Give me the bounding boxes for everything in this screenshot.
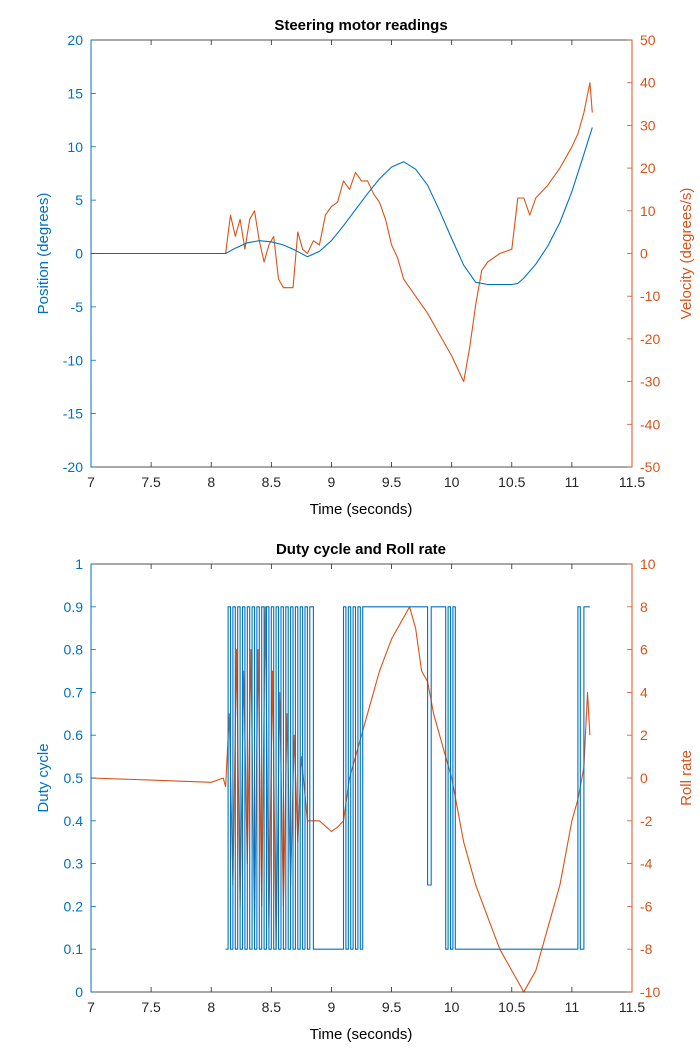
- series-line-left-axis: [225, 606, 590, 950]
- y-tick-label-left: 0.6: [64, 727, 84, 743]
- x-tick-label: 8.5: [262, 474, 282, 490]
- x-tick-label: 11.5: [619, 474, 645, 490]
- y-axis-label-right: Velocity (degrees/s): [678, 188, 695, 320]
- y-tick-label-left: 1: [75, 556, 83, 572]
- y-tick-label-right: -30: [640, 374, 660, 390]
- y-tick-label-left: 15: [67, 85, 83, 101]
- chart-title: Steering motor readings: [274, 17, 447, 34]
- y-tick-label-right: -20: [640, 331, 660, 347]
- x-tick-label: 9.5: [382, 474, 402, 490]
- y-tick-label-left: 0.7: [64, 684, 84, 700]
- y-tick-label-left: 0.5: [64, 770, 84, 786]
- series-layer: [91, 82, 593, 383]
- y-tick-label-left: 0.1: [64, 941, 84, 957]
- y-tick-label-right: 10: [640, 556, 656, 572]
- y-tick-label-right: 2: [640, 727, 648, 743]
- y-tick-label-right: 0: [640, 246, 648, 262]
- y-tick-label-right: 10: [640, 203, 656, 219]
- y-tick-label-right: 0: [640, 770, 648, 786]
- y-tick-label-right: -10: [640, 984, 660, 1000]
- x-tick-label: 7.5: [141, 474, 161, 490]
- chart-title: Duty cycle and Roll rate: [276, 541, 446, 558]
- y-tick-label-left: 5: [75, 192, 83, 208]
- y-axis-label-left: Position (degrees): [35, 193, 52, 315]
- x-tick-label: 8: [207, 474, 215, 490]
- y-tick-label-right: -50: [640, 459, 660, 475]
- y-axis-label-right: Roll rate: [678, 750, 695, 806]
- x-tick-label: 8: [207, 999, 215, 1015]
- x-tick-label: 10.5: [498, 999, 525, 1015]
- y-tick-label-left: 20: [67, 32, 83, 48]
- series-line-left-axis: [91, 127, 593, 286]
- x-tick-label: 9: [328, 474, 336, 490]
- x-tick-label: 10: [444, 474, 460, 490]
- x-tick-label: 9: [328, 999, 336, 1015]
- x-tick-label: 10.5: [498, 474, 525, 490]
- y-tick-label-left: -15: [63, 406, 83, 422]
- y-tick-label-left: -20: [63, 459, 83, 475]
- x-tick-label: 7.5: [141, 999, 161, 1015]
- plot-frame: [90, 563, 633, 993]
- x-axis-label: Time (seconds): [310, 1026, 413, 1043]
- y-tick-label-right: -6: [640, 898, 653, 914]
- series-line-right-axis: [91, 82, 593, 383]
- ticks-layer: 7 7.5 8 8.5 9 9.5 10 10.5 11 11.500.10.20.30.40.5…: [64, 556, 661, 1015]
- y-tick-label-right: -10: [640, 288, 660, 304]
- y-tick-label-right: 30: [640, 117, 656, 133]
- y-tick-label-left: 0.2: [64, 898, 84, 914]
- ticks-layer: 7 7.5 8 8.5 9 9.5 10 10.5 11 11.5-20-15-10-505101…: [63, 32, 661, 490]
- y-tick-label-left: -5: [71, 299, 84, 315]
- y-tick-label-right: -4: [640, 856, 653, 872]
- y-tick-label-left: 0.3: [64, 856, 84, 872]
- y-tick-label-right: 8: [640, 599, 648, 615]
- y-tick-label-right: -8: [640, 941, 653, 957]
- series-layer: [90, 606, 591, 993]
- y-tick-label-right: 50: [640, 32, 656, 48]
- x-axis-label: Time (seconds): [310, 501, 413, 518]
- y-tick-label-right: 6: [640, 642, 648, 658]
- x-tick-label: 8.5: [262, 999, 282, 1015]
- y-tick-label-left: 10: [67, 139, 83, 155]
- y-tick-label-left: 0.4: [64, 813, 84, 829]
- x-tick-label: 10: [444, 999, 460, 1015]
- y-tick-label-right: 4: [640, 684, 648, 700]
- y-tick-label-left: 0: [75, 984, 83, 1000]
- y-tick-label-right: -40: [640, 416, 660, 432]
- x-tick-label: 7: [87, 999, 95, 1015]
- steering-chart: 7 7.5 8 8.5 9 9.5 10 10.5 11 11.5-20-15-10-505101…: [35, 17, 695, 518]
- y-tick-label-right: -2: [640, 813, 653, 829]
- y-tick-label-left: 0: [75, 246, 83, 262]
- x-tick-label: 11.5: [619, 999, 645, 1015]
- y-tick-label-right: 20: [640, 160, 656, 176]
- series-line-right-axis: [90, 606, 591, 993]
- y-tick-label-left: -10: [63, 352, 83, 368]
- y-tick-label-left: 0.8: [64, 642, 84, 658]
- x-tick-label: 11: [565, 999, 580, 1015]
- x-tick-label: 7: [87, 474, 95, 490]
- x-tick-label: 11: [565, 474, 580, 490]
- y-axis-label-left: Duty cycle: [35, 743, 52, 812]
- y-tick-label-right: 40: [640, 75, 656, 91]
- y-tick-label-left: 0.9: [64, 599, 84, 615]
- duty-roll-chart: 7 7.5 8 8.5 9 9.5 10 10.5 11 11.500.10.20.30.40.5…: [35, 541, 695, 1043]
- x-tick-label: 9.5: [382, 999, 402, 1015]
